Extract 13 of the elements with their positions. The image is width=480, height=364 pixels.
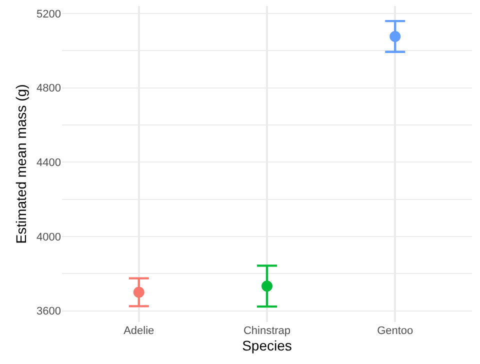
point — [133, 286, 144, 298]
y-tick-label: 4000 — [36, 231, 61, 244]
point — [390, 30, 401, 42]
y-axis-title: Estimated mean mass (g) — [13, 84, 30, 244]
y-tick-label: 4800 — [36, 82, 61, 95]
x-tick-label: Chinstrap — [243, 325, 291, 337]
x-tick-label: Gentoo — [377, 325, 414, 337]
y-tick-label: 4400 — [36, 156, 61, 169]
x-tick-label: Adelie — [124, 325, 154, 337]
y-tick-label: 5200 — [36, 8, 61, 20]
x-axis-title: Species — [242, 337, 292, 354]
y-tick-label: 3600 — [36, 306, 61, 318]
point — [262, 280, 272, 292]
